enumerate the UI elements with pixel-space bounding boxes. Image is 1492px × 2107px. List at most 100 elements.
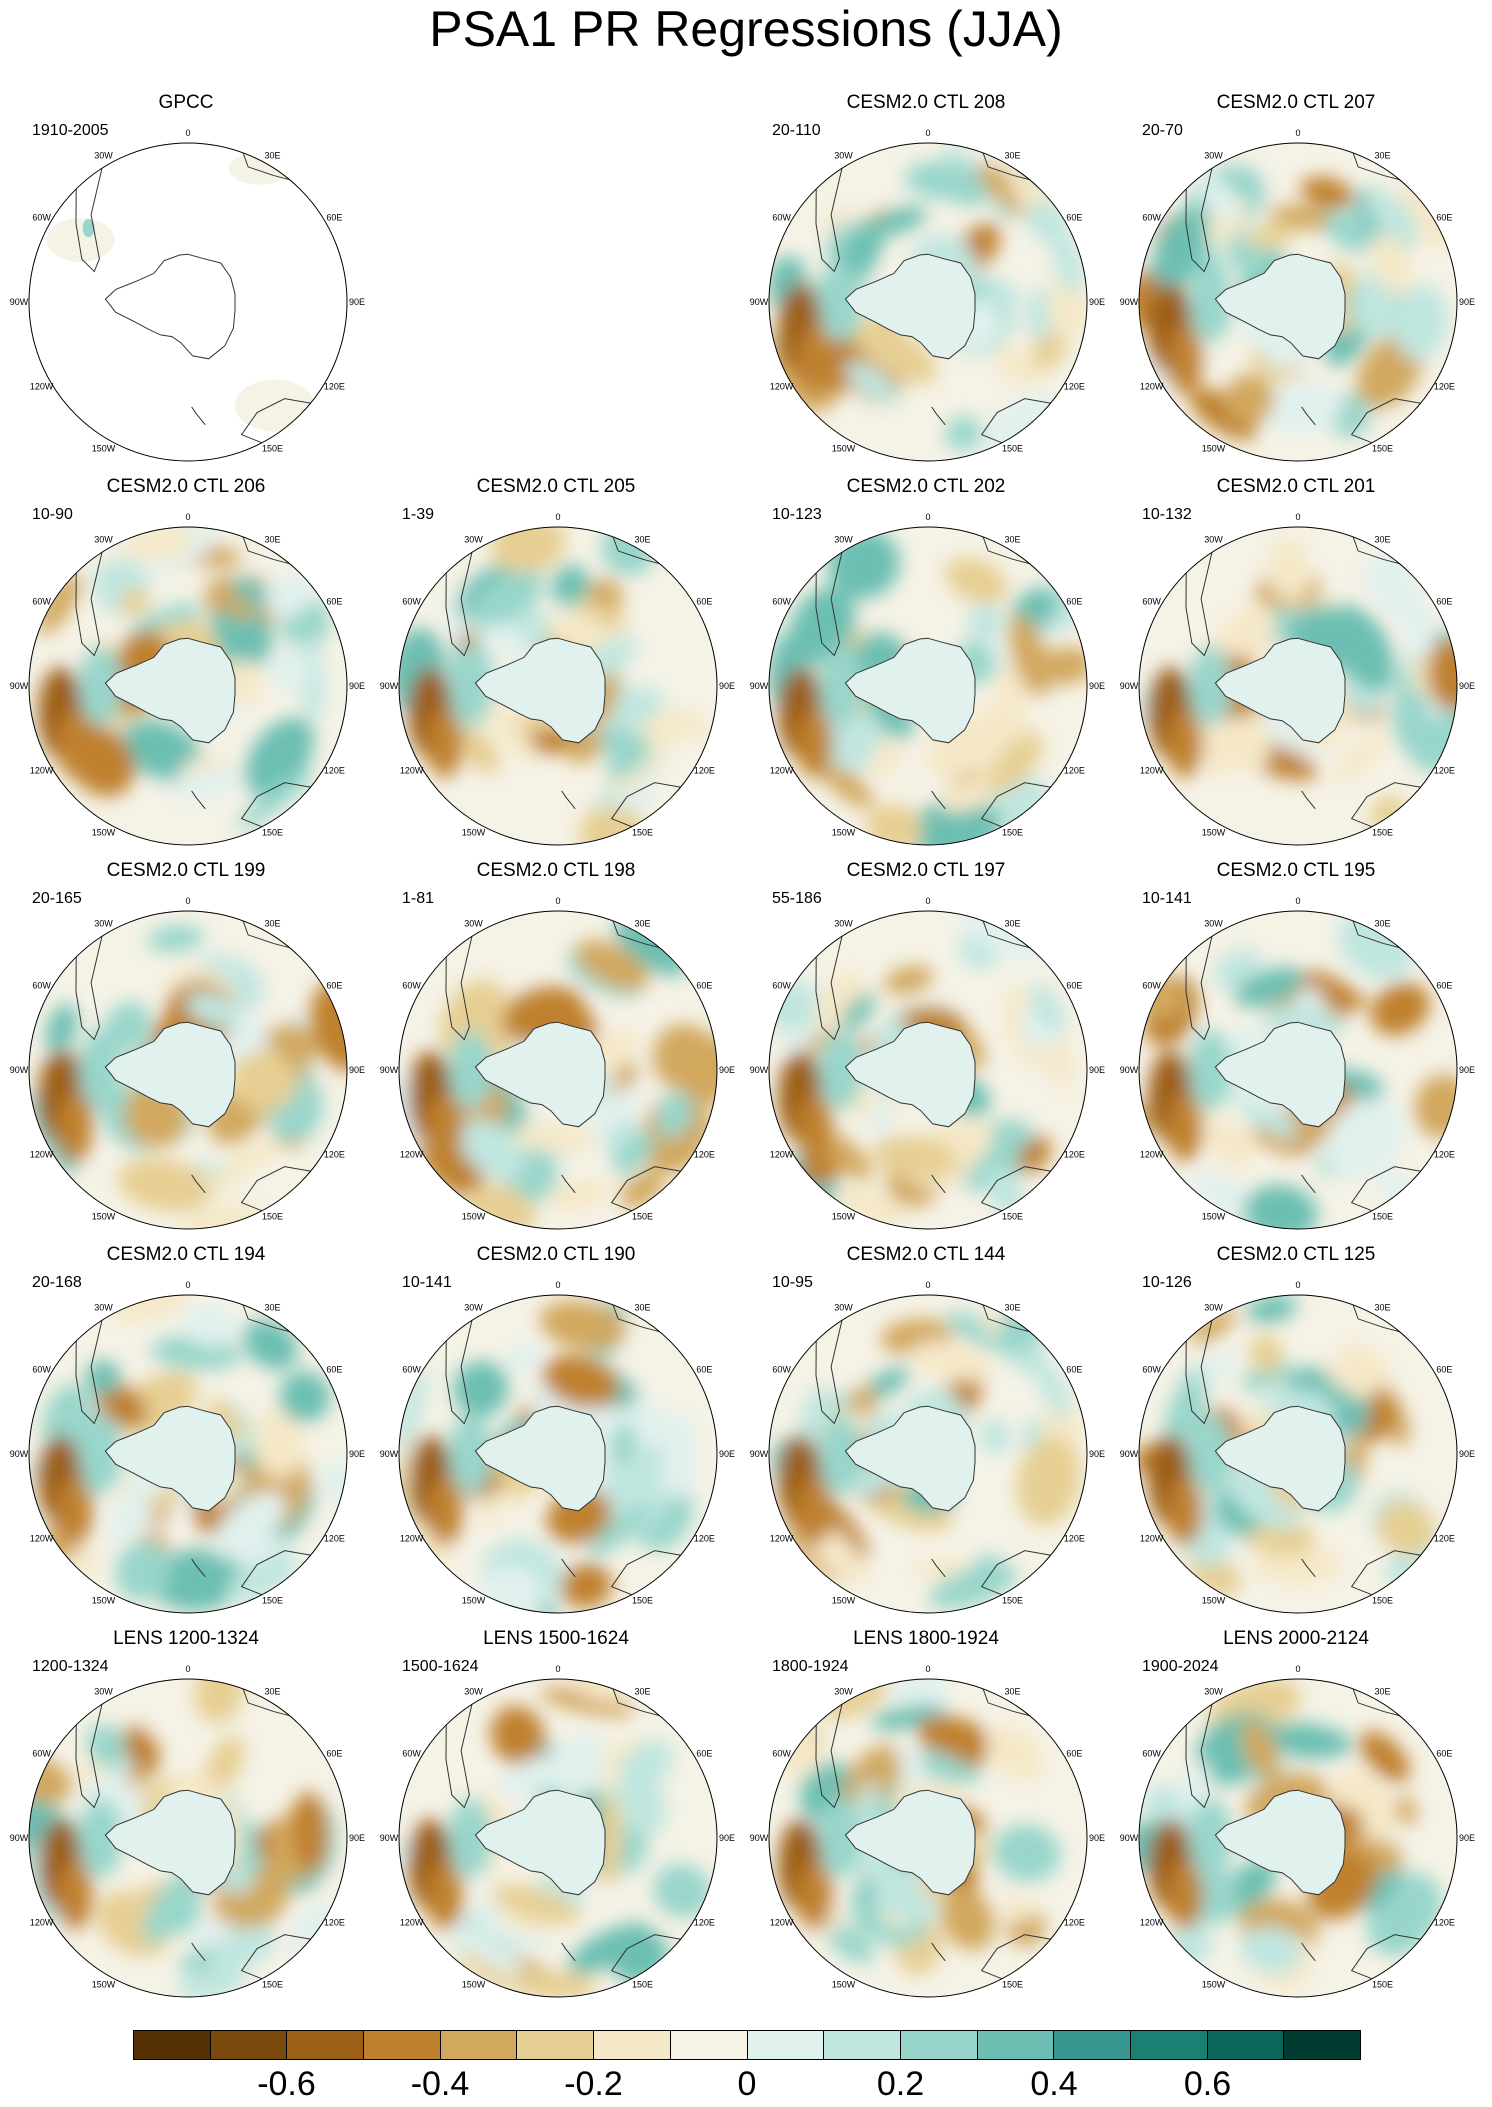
polar-map: 030E60E90E120E150E180150W120W90W60W30W xyxy=(1120,1280,1475,1614)
longitude-label: 30E xyxy=(1374,535,1390,545)
panel-years: 1-39 xyxy=(402,506,435,523)
longitude-label: 90E xyxy=(1089,1065,1105,1075)
longitude-label: 60W xyxy=(1142,597,1161,607)
colorbar-swatch xyxy=(594,2031,671,2059)
longitude-label: 120E xyxy=(1064,382,1085,392)
panel-years: 10-123 xyxy=(772,506,822,523)
panel-title: CESM2.0 CTL 201 xyxy=(1216,476,1376,497)
panel-years: 1910-2005 xyxy=(32,122,109,139)
map-panel: CESM2.0 CTL 199 20-165 0 30E 60E 90E 120E 150E 1… xyxy=(0,860,372,1230)
map-panel: LENS 1200-1324 1200-1324 0 30E 60E 90E 120E 150… xyxy=(0,1628,372,1998)
map-panel: CESM2.0 CTL 202 10-123 0 30E 60E 90E 120E 150E 1… xyxy=(740,476,1112,846)
longitude-label: 150E xyxy=(262,1211,283,1221)
longitude-label: 60E xyxy=(326,1749,342,1759)
colorbar-swatch xyxy=(747,2031,825,2059)
panel-title: CESM2.0 CTL 144 xyxy=(846,1244,1006,1265)
longitude-label: 90E xyxy=(1459,1065,1475,1075)
longitude-label: 120W xyxy=(1140,766,1164,776)
longitude-label: 30E xyxy=(264,1303,280,1313)
longitude-label: 0 xyxy=(1295,896,1300,906)
longitude-label: 120W xyxy=(770,1150,794,1160)
longitude-label: 30E xyxy=(1374,151,1390,161)
panel-title: LENS 1200-1324 xyxy=(113,1628,259,1649)
polar-map: 030E60E90E120E150E180150W120W90W60W30W xyxy=(10,1280,365,1614)
longitude-label: 60W xyxy=(1142,1365,1161,1375)
longitude-label: 150E xyxy=(1372,1211,1393,1221)
longitude-label: 30W xyxy=(1204,1687,1223,1697)
longitude-label: 90E xyxy=(1089,1833,1105,1843)
colorbar-swatch xyxy=(824,2031,901,2059)
longitude-label: 120W xyxy=(400,766,424,776)
longitude-label: 60W xyxy=(402,981,421,991)
colorbar-tick-label: 0.6 xyxy=(1183,2065,1232,2103)
longitude-label: 90W xyxy=(380,1833,399,1843)
panel-years: 1900-2024 xyxy=(1142,1658,1219,1675)
longitude-label: 120W xyxy=(30,1918,54,1928)
map-panel: CESM2.0 CTL 197 55-186 0 30E 60E 90E 120E 150E 1… xyxy=(740,860,1112,1230)
panel-years: 10-126 xyxy=(1142,1274,1192,1291)
longitude-label: 30W xyxy=(1204,535,1223,545)
panel-title: CESM2.0 CTL 207 xyxy=(1216,92,1376,113)
longitude-label: 90E xyxy=(349,1449,365,1459)
longitude-label: 60E xyxy=(696,1749,712,1759)
longitude-label: 30W xyxy=(464,535,483,545)
longitude-label: 30W xyxy=(834,1687,853,1697)
longitude-label: 150W xyxy=(462,1979,486,1989)
longitude-label: 0 xyxy=(925,128,930,138)
longitude-label: 60E xyxy=(1066,1365,1082,1375)
longitude-label: 150W xyxy=(832,1211,856,1221)
longitude-label: 150E xyxy=(1002,827,1023,837)
longitude-label: 150W xyxy=(832,1595,856,1605)
longitude-label: 150W xyxy=(462,827,486,837)
longitude-label: 60W xyxy=(32,1749,51,1759)
longitude-label: 0 xyxy=(185,1280,190,1290)
longitude-label: 120E xyxy=(1434,382,1455,392)
longitude-label: 120E xyxy=(324,1534,345,1544)
longitude-label: 60W xyxy=(772,597,791,607)
longitude-label: 0 xyxy=(185,512,190,522)
polar-map: 030E60E90E120E150E180150W120W90W60W30W xyxy=(380,512,735,846)
polar-map: 030E60E90E120E150E180150W120W90W60W30W xyxy=(10,1664,365,1998)
longitude-label: 60E xyxy=(696,597,712,607)
polar-map: 030E60E90E120E150E180150W120W90W60W30W xyxy=(380,896,735,1230)
map-panel: CESM2.0 CTL 125 10-126 0 30E 60E 90E 120E 150E 1… xyxy=(1110,1244,1482,1614)
panel-years: 10-90 xyxy=(32,506,73,523)
longitude-label: 150W xyxy=(92,443,116,453)
longitude-label: 90W xyxy=(750,681,769,691)
polar-map: 030E60E90E120E150E180150W120W90W60W30W xyxy=(1120,512,1475,846)
longitude-label: 60W xyxy=(772,1749,791,1759)
longitude-label: 30E xyxy=(1004,919,1020,929)
longitude-label: 90W xyxy=(1120,297,1139,307)
panel-title: CESM2.0 CTL 202 xyxy=(846,476,1006,497)
longitude-label: 0 xyxy=(1295,1664,1300,1674)
longitude-label: 0 xyxy=(555,512,560,522)
panel-title: CESM2.0 CTL 199 xyxy=(106,860,266,881)
longitude-label: 60E xyxy=(326,981,342,991)
longitude-label: 60E xyxy=(1436,1365,1452,1375)
longitude-label: 150E xyxy=(1372,1595,1393,1605)
panel-years: 1500-1624 xyxy=(402,1658,479,1675)
panel-years: 10-95 xyxy=(772,1274,813,1291)
longitude-label: 60E xyxy=(696,981,712,991)
panel-title: LENS 1500-1624 xyxy=(483,1628,629,1649)
longitude-label: 150E xyxy=(1002,1979,1023,1989)
figure-title: PSA1 PR Regressions (JJA) xyxy=(429,1,1063,57)
longitude-label: 90W xyxy=(750,1833,769,1843)
longitude-label: 30E xyxy=(1004,1687,1020,1697)
longitude-label: 90E xyxy=(1089,1449,1105,1459)
longitude-label: 30E xyxy=(634,535,650,545)
longitude-label: 150W xyxy=(1202,1211,1226,1221)
longitude-label: 150E xyxy=(1372,827,1393,837)
longitude-label: 120W xyxy=(400,1918,424,1928)
colorbar-swatch xyxy=(977,2031,1055,2059)
longitude-label: 90W xyxy=(750,1065,769,1075)
longitude-label: 90E xyxy=(1089,681,1105,691)
longitude-label: 90E xyxy=(719,1833,735,1843)
longitude-label: 60E xyxy=(696,1365,712,1375)
panel-title: CESM2.0 CTL 206 xyxy=(106,476,266,497)
longitude-label: 0 xyxy=(185,1664,190,1674)
longitude-label: 30E xyxy=(634,1687,650,1697)
map-panel: CESM2.0 CTL 194 20-168 0 30E 60E 90E 120E 150E 1… xyxy=(0,1244,372,1614)
panel-years: 1800-1924 xyxy=(772,1658,849,1675)
longitude-label: 120E xyxy=(324,1150,345,1160)
